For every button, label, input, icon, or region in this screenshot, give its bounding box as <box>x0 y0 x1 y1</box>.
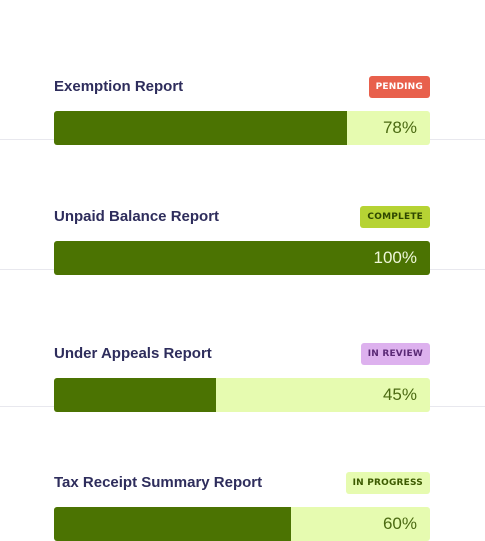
report-item[interactable]: Unpaid Balance Report COMPLETE 100% <box>0 140 485 275</box>
progress-percent: 60% <box>382 514 417 533</box>
progress-fill <box>54 241 430 275</box>
report-item[interactable]: Exemption Report PENDING 78% <box>0 10 485 145</box>
progress-percent: 100% <box>373 248 417 267</box>
report-list: Exemption Report PENDING 78% Unpaid Bala… <box>0 10 485 541</box>
progress-bar: 78% <box>54 111 430 145</box>
progress-bar: 60% <box>54 507 430 541</box>
status-badge: COMPLETE <box>360 206 430 228</box>
progress-percent: 78% <box>382 118 417 137</box>
report-title: Under Appeals Report <box>54 345 212 362</box>
progress-fill <box>54 507 291 541</box>
progress-fill <box>54 378 216 412</box>
report-title: Unpaid Balance Report <box>54 208 220 225</box>
progress-bar: 45% <box>54 378 430 412</box>
status-badge: IN REVIEW <box>360 343 430 365</box>
report-item[interactable]: Under Appeals Report IN REVIEW 45% <box>0 277 485 412</box>
report-title: Tax Receipt Summary Report <box>54 474 263 491</box>
status-badge: PENDING <box>368 76 430 98</box>
report-item[interactable]: Tax Receipt Summary Report IN PROGRESS 6… <box>0 406 485 541</box>
report-title: Exemption Report <box>54 78 184 95</box>
status-badge: IN PROGRESS <box>345 472 430 494</box>
progress-fill <box>54 111 348 145</box>
progress-bar: 100% <box>54 241 430 275</box>
progress-percent: 45% <box>382 385 417 404</box>
